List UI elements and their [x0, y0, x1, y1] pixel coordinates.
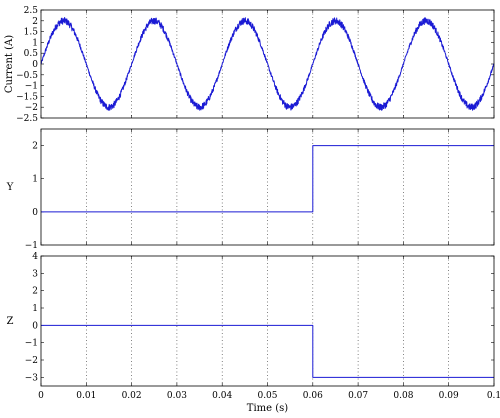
x-tick-label: 0.09 [439, 391, 459, 401]
x-tick-label: 0 [38, 391, 44, 401]
panel-1-y-tick-label: 2 [32, 17, 38, 27]
panel-1-y-tick-label: −2.5 [16, 114, 38, 124]
panel-1-y-tick-label: 2.5 [24, 6, 39, 16]
x-tick-label: 0.05 [257, 391, 277, 401]
panel-2-series-line [41, 145, 494, 213]
panel-2-y-tick-label: 1 [32, 175, 38, 185]
x-tick-label: 0.01 [76, 391, 96, 401]
panel-2-y-tick-label: 2 [32, 142, 38, 152]
panel-3-y-tick-label: −3 [25, 373, 39, 383]
panel-2-y-tick-label: −1 [25, 241, 38, 251]
panel-3-y-tick-label: 2 [32, 287, 38, 297]
panel-3-ylabel: Z [7, 316, 14, 327]
panel-3-y-tick-label: 0 [32, 321, 38, 331]
panel-1-y-tick-label: −1.5 [16, 92, 38, 102]
panel-1-y-tick-label: 0 [32, 60, 38, 70]
x-tick-label: 0.02 [122, 391, 142, 401]
panel-1-ylabel: Current (A) [4, 35, 15, 93]
panel-1-y-tick-label: 1 [32, 38, 38, 48]
panel-2-frame [40, 128, 495, 246]
x-tick-label: 0.06 [303, 391, 323, 401]
panel-2-ylabel: Y [6, 182, 14, 193]
panel-3-y-tick-label: 3 [32, 269, 38, 279]
panel-3-y-tick-label: −2 [25, 356, 38, 366]
panel-1-y-tick-label: −0.5 [16, 71, 38, 81]
panel-3-y-tick-label: 4 [32, 252, 38, 262]
panel-1-frame [40, 9, 495, 119]
x-axis-label: Time (s) [247, 403, 288, 414]
panel-2-y-tick-label: 0 [32, 208, 38, 218]
panel-3-y-tick-label: −1 [25, 339, 38, 349]
x-tick-label: 0.03 [167, 391, 187, 401]
x-tick-label: 0.04 [212, 391, 232, 401]
panel-1-y-tick-label: 1.5 [24, 28, 39, 38]
x-tick-label: 0.08 [393, 391, 413, 401]
panel-1-y-tick-label: −1 [25, 82, 38, 92]
x-tick-label: 0.07 [348, 391, 368, 401]
panel-1-y-tick-label: 0.5 [24, 49, 39, 59]
panel-3-series-line [41, 324, 494, 378]
panel-1-y-tick-label: −2 [25, 103, 38, 113]
panel-3-y-tick-label: 1 [32, 304, 38, 314]
panel-3-frame [40, 255, 495, 387]
panel-1-series-line [40, 16, 495, 111]
x-tick-label: 0.1 [487, 391, 500, 401]
